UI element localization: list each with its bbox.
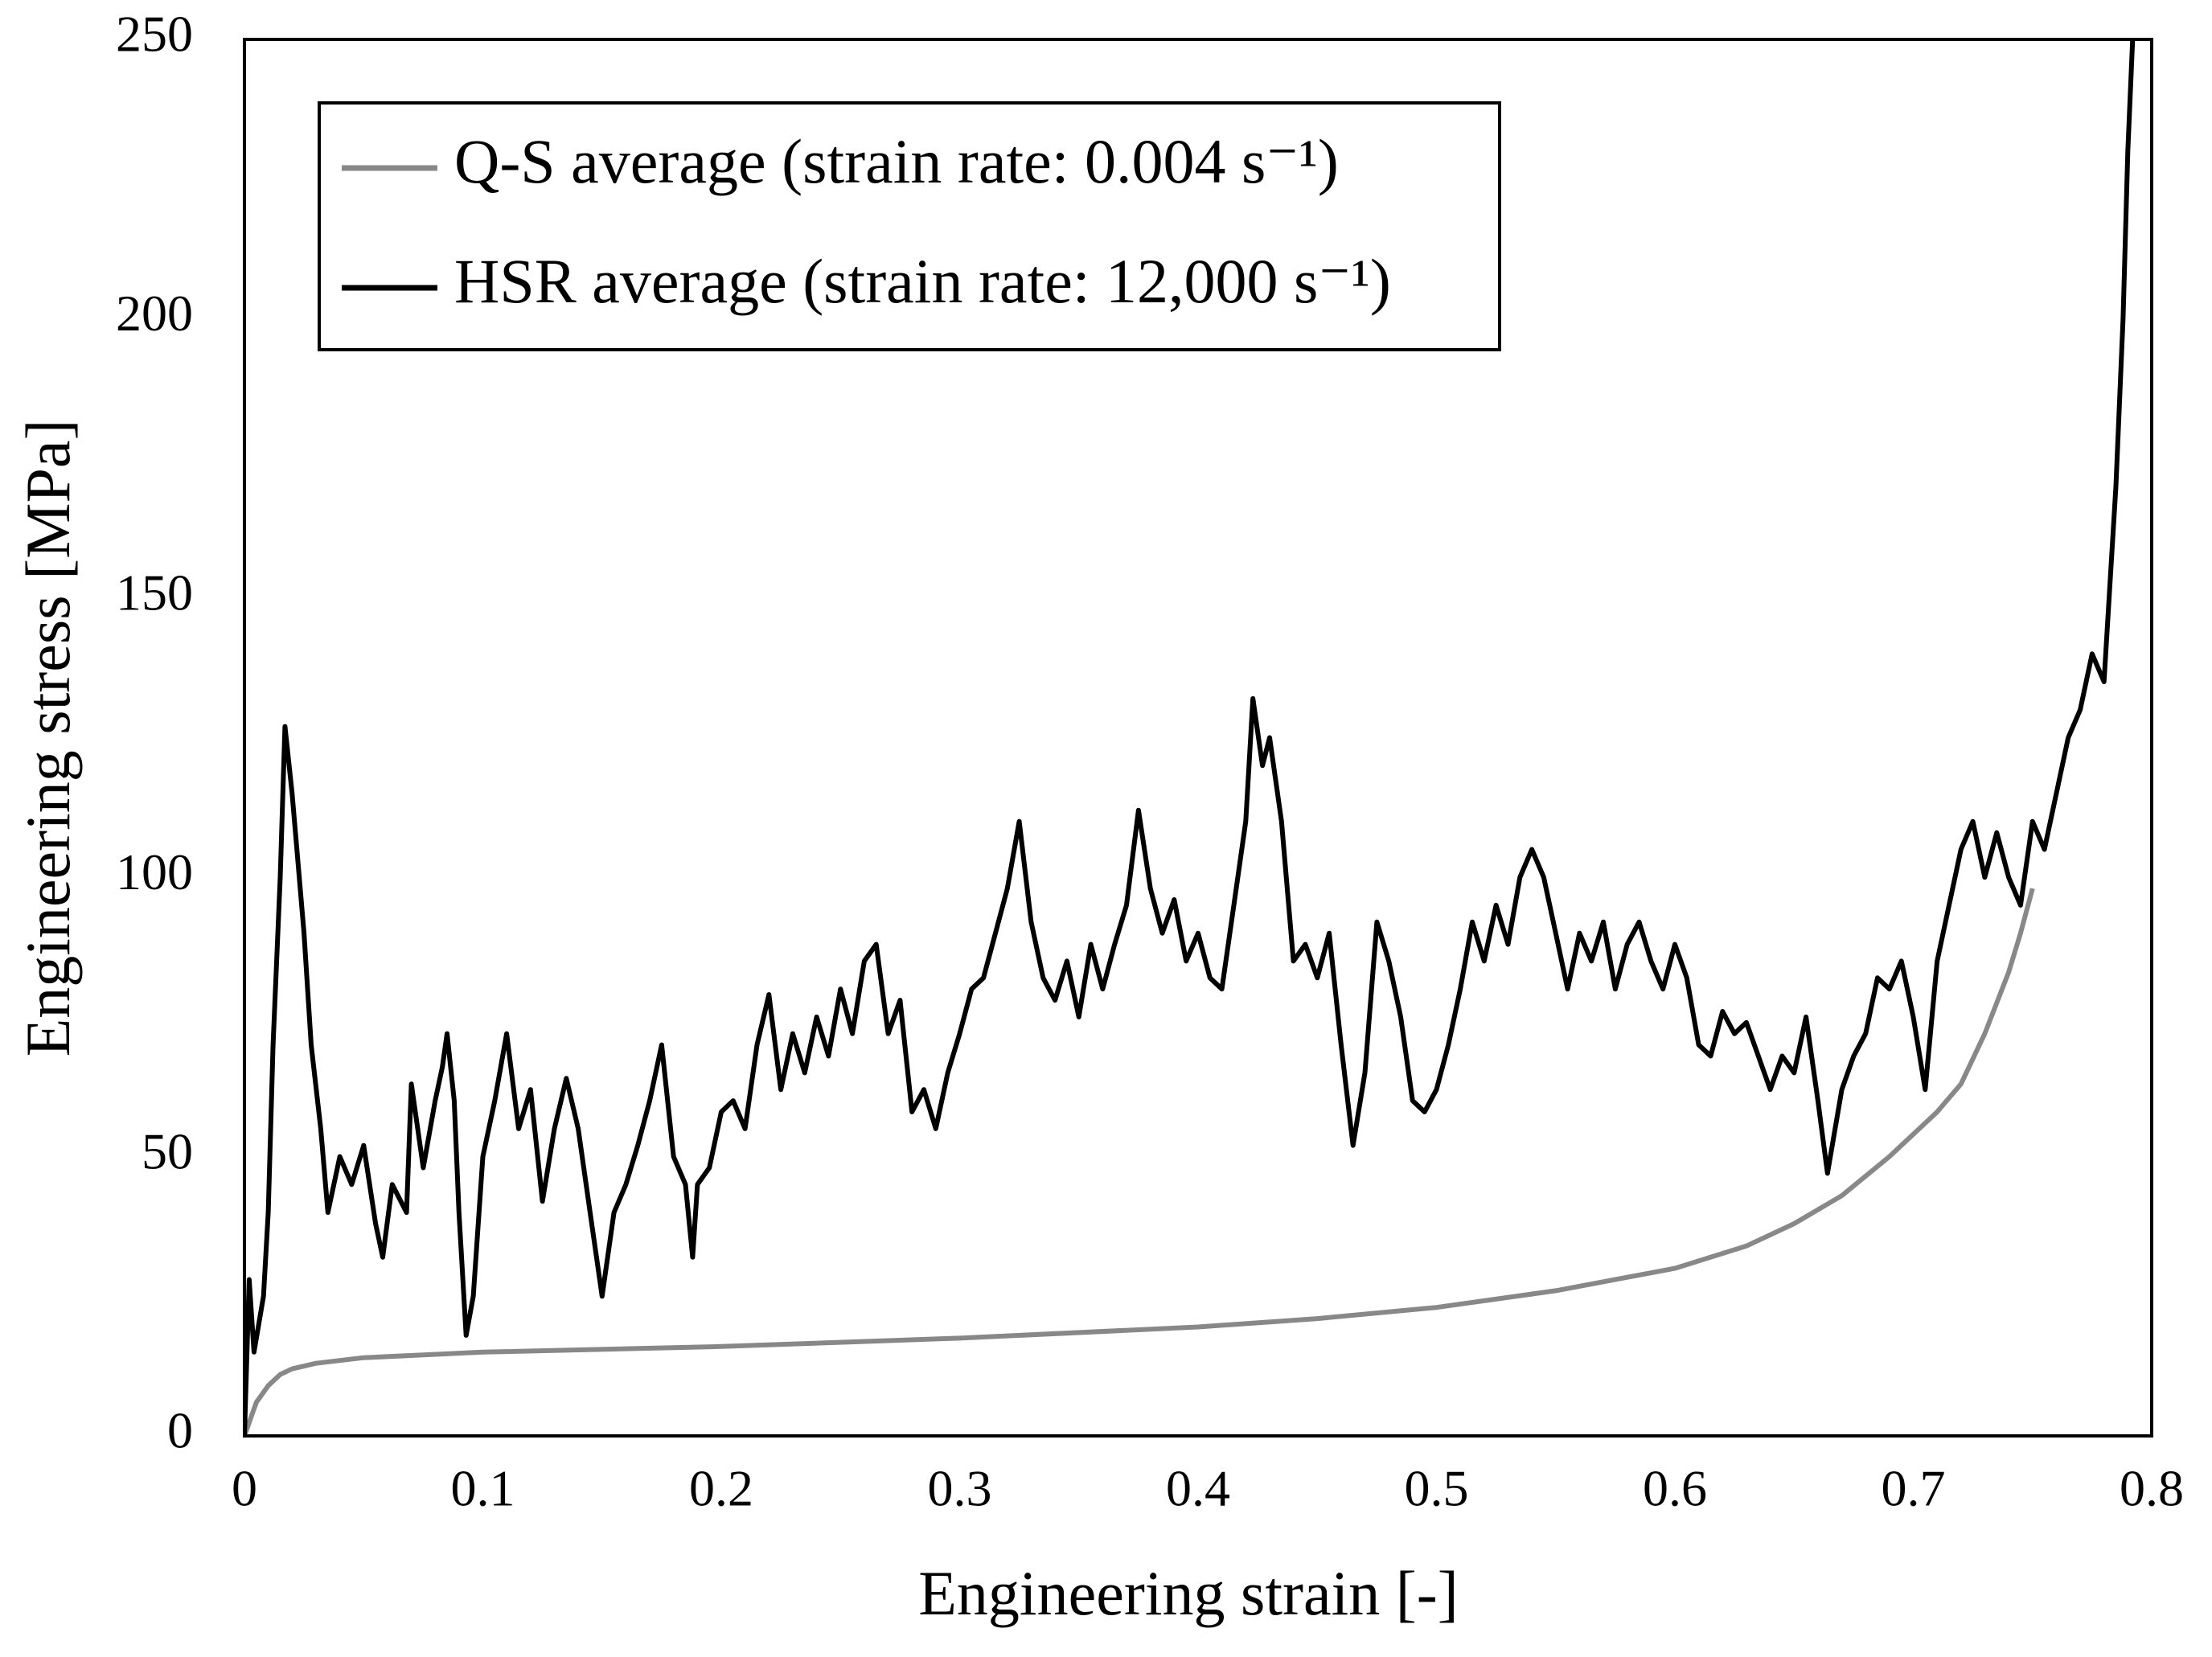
x-tick-label: 0: [232, 1460, 257, 1517]
x-tick-label: 0.8: [2120, 1460, 2184, 1517]
y-axis-title: Engineering stress [MPa]: [13, 420, 83, 1057]
x-axis-title: Engineering strain [-]: [918, 1558, 1458, 1628]
y-tick-label: 250: [116, 6, 193, 63]
y-tick-label: 50: [142, 1122, 193, 1179]
x-tick-label: 0.3: [928, 1460, 992, 1517]
legend-box: [318, 101, 1501, 351]
x-tick-label: 0.4: [1166, 1460, 1230, 1517]
y-tick-label: 150: [116, 564, 193, 621]
series-line: [244, 39, 2136, 1436]
legend-label: HSR average (strain rate: 12,000 s⁻¹): [454, 246, 1391, 316]
x-tick-label: 0.1: [451, 1460, 515, 1517]
x-tick-label: 0.6: [1643, 1460, 1707, 1517]
x-tick-label: 0.7: [1882, 1460, 1946, 1517]
series-line: [244, 888, 2035, 1436]
legend-label: Q-S average (strain rate: 0.004 s⁻¹): [454, 126, 1339, 196]
y-tick-label: 0: [167, 1402, 193, 1459]
y-tick-label: 200: [116, 285, 193, 342]
y-tick-label: 100: [116, 843, 193, 900]
x-tick-label: 0.2: [689, 1460, 753, 1517]
x-tick-label: 0.5: [1405, 1460, 1469, 1517]
plot-frame: [243, 38, 2153, 1438]
